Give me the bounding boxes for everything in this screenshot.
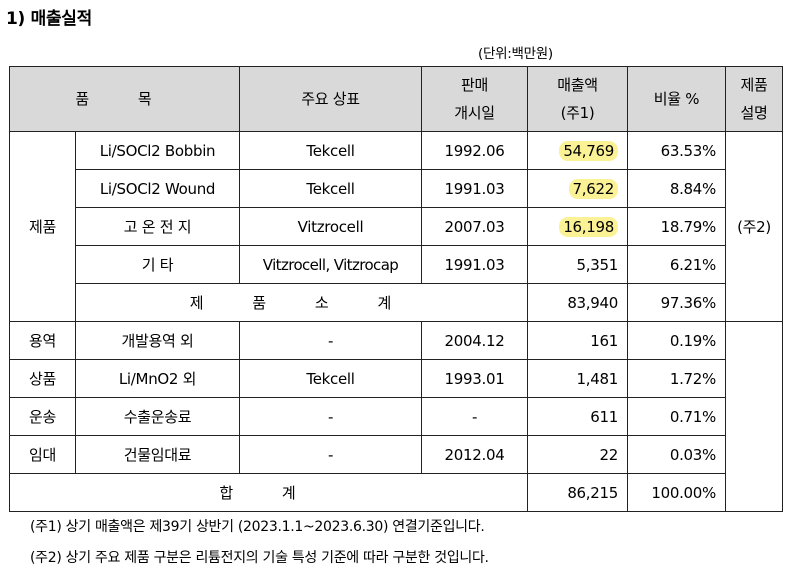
desc-note: (주2): [725, 131, 783, 322]
row-sales: 16,198: [527, 207, 628, 246]
section-title: 1) 매출실적: [6, 9, 92, 29]
total-ratio: 100.00%: [627, 473, 726, 512]
header-item: 품 목: [9, 66, 240, 132]
row-sales: 611: [527, 397, 628, 436]
row-sales-highlight: 54,769: [559, 140, 618, 161]
sales-table: 품 목 주요 상표 판매 개시일 매출액 (주1) 비율 % 제품 설명 제품 …: [9, 66, 783, 512]
group-transport: 운송: [9, 397, 76, 436]
header-sales-line1: 매출액: [557, 76, 598, 94]
desc-empty: [725, 321, 783, 512]
footnote-2: (주2) 상기 주요 제품 구분은 리튬전지의 기술 특성 기준에 따라 구분한…: [30, 550, 489, 566]
footnote-1: (주1) 상기 매출액은 제39기 상반기 (2023.1.1~2023.6.3…: [30, 519, 485, 535]
header-ratio: 비율 %: [627, 66, 726, 132]
row-brand: -: [239, 397, 422, 436]
row-item: 수출운송료: [75, 397, 240, 436]
row-date: 1991.03: [421, 245, 528, 284]
total-row: 합 계 86,215 100.00%: [9, 473, 783, 512]
row-date: 1991.03: [421, 169, 528, 208]
group-lease: 임대: [9, 435, 76, 474]
header-desc-line1: 제품: [740, 76, 768, 94]
table-row: 임대 건물임대료 - 2012.04 22 0.03%: [9, 435, 783, 474]
row-sales-highlight: 7,622: [568, 178, 618, 199]
table-row: Li/SOCl2 Wound Tekcell 1991.03 7,622 8.8…: [10, 169, 783, 208]
header-launch-date: 판매 개시일: [421, 66, 528, 132]
row-sales: 22: [527, 435, 628, 474]
row-date: 2012.04: [421, 435, 528, 474]
row-sales: 161: [527, 321, 628, 360]
row-sales: 54,769: [527, 131, 628, 170]
header-description: 제품 설명: [725, 66, 783, 132]
row-item: Li/SOCl2 Bobbin: [75, 131, 240, 170]
header-launch-line2: 개시일: [454, 104, 495, 122]
table-row: 제품 Li/SOCl2 Bobbin Tekcell 1992.06 54,76…: [9, 131, 783, 322]
row-ratio: 8.84%: [627, 169, 726, 208]
table-row: 기 타 Vitzrocell, Vitzrocap 1991.03 5,351 …: [10, 245, 783, 284]
row-sales: 5,351: [527, 245, 628, 284]
row-brand: Vitzrocell: [239, 207, 422, 246]
row-date: -: [421, 397, 528, 436]
row-ratio: 18.79%: [627, 207, 726, 246]
row-ratio: 0.71%: [627, 397, 726, 436]
unit-label: (단위:백만원): [478, 46, 553, 62]
table-row: 상품 Li/MnO2 외 Tekcell 1993.01 1,481 1.72%: [9, 359, 783, 398]
total-sales: 86,215: [527, 473, 628, 512]
group-service: 용역: [9, 321, 76, 360]
table-row: 운송 수출운송료 - - 611 0.71%: [9, 397, 783, 436]
row-item: 개발용역 외: [75, 321, 240, 360]
row-date: 2004.12: [421, 321, 528, 360]
header-sales: 매출액 (주1): [527, 66, 628, 132]
group-goods: 상품: [9, 359, 76, 398]
subtotal-label: 제 품 소 계: [75, 283, 528, 322]
header-desc-line2: 설명: [740, 104, 768, 122]
row-sales: 1,481: [527, 359, 628, 398]
row-ratio: 0.03%: [627, 435, 726, 474]
row-item: 기 타: [75, 245, 240, 284]
subtotal-sales: 83,940: [527, 283, 628, 322]
row-item: 고 온 전 지: [75, 207, 240, 246]
row-item: 건물임대료: [75, 435, 240, 474]
row-item: Li/MnO2 외: [75, 359, 240, 398]
subtotal-ratio: 97.36%: [627, 283, 726, 322]
row-date: 2007.03: [421, 207, 528, 246]
header-launch-line1: 판매: [460, 76, 488, 94]
row-date: 1992.06: [421, 131, 528, 170]
row-brand: Vitzrocell, Vitzrocap: [239, 245, 422, 284]
row-ratio: 0.19%: [627, 321, 726, 360]
table-row: 고 온 전 지 Vitzrocell 2007.03 16,198 18.79%: [10, 207, 783, 246]
subtotal-row: 제 품 소 계 83,940 97.36%: [10, 283, 783, 322]
table-header-row: 품 목 주요 상표 판매 개시일 매출액 (주1) 비율 % 제품 설명: [9, 66, 783, 132]
total-label: 합 계: [9, 473, 528, 512]
row-date: 1993.01: [421, 359, 528, 398]
row-brand: Tekcell: [239, 131, 422, 170]
row-brand: -: [239, 435, 422, 474]
row-brand: -: [239, 321, 422, 360]
row-ratio: 6.21%: [627, 245, 726, 284]
row-brand: Tekcell: [239, 359, 422, 398]
row-sales: 7,622: [527, 169, 628, 208]
row-ratio: 63.53%: [627, 131, 726, 170]
row-sales-highlight: 16,198: [559, 216, 618, 237]
table-row: 용역 개발용역 외 - 2004.12 161 0.19%: [9, 321, 783, 512]
row-brand: Tekcell: [239, 169, 422, 208]
group-product: 제품: [9, 131, 76, 322]
row-ratio: 1.72%: [627, 359, 726, 398]
row-item: Li/SOCl2 Wound: [75, 169, 240, 208]
header-brand: 주요 상표: [239, 66, 422, 132]
header-sales-line2: (주1): [560, 104, 595, 122]
